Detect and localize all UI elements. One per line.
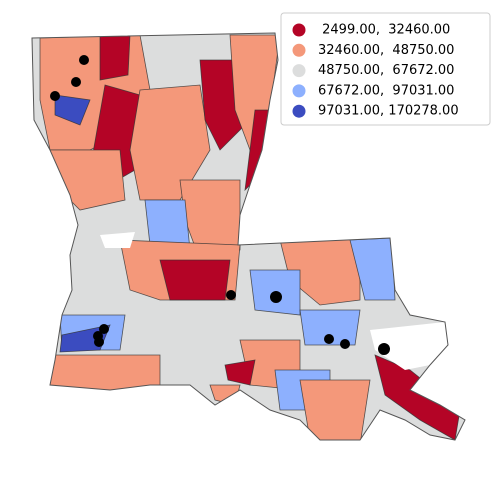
region xyxy=(299,309,361,346)
water xyxy=(370,322,448,370)
region xyxy=(374,354,461,440)
region xyxy=(54,94,91,126)
state-outline xyxy=(31,32,466,441)
legend-frame xyxy=(280,12,491,126)
city-marker xyxy=(94,337,104,347)
legend-swatch xyxy=(292,84,306,98)
legend-label: 48750.00, 67672.00 xyxy=(318,63,454,78)
legend: 2499.00, 32460.00 32460.00, 48750.00 48750… xyxy=(280,12,491,126)
city-marker xyxy=(270,291,282,303)
city-marker xyxy=(99,324,109,334)
region xyxy=(49,354,161,396)
legend-label: 97031.00, 170278.00 xyxy=(318,104,459,119)
legend-swatch xyxy=(292,43,306,57)
city-marker xyxy=(226,290,236,300)
region xyxy=(99,34,131,81)
legend-label: 2499.00, 32460.00 xyxy=(318,23,450,38)
region xyxy=(49,149,126,211)
region xyxy=(299,379,371,440)
city-marker xyxy=(71,77,81,87)
city-markers xyxy=(50,55,390,355)
water xyxy=(100,232,135,248)
region xyxy=(224,359,256,386)
legend-swatch xyxy=(292,23,306,37)
city-marker xyxy=(324,334,334,344)
city-marker xyxy=(378,343,390,355)
city-marker xyxy=(79,55,89,65)
region xyxy=(159,259,231,301)
legend-swatch xyxy=(292,104,306,118)
legend-label: 32460.00, 48750.00 xyxy=(318,43,454,58)
city-marker xyxy=(340,339,350,349)
city-marker xyxy=(50,91,60,101)
legend-swatch xyxy=(292,64,306,78)
legend-label: 67672.00, 97031.00 xyxy=(318,83,454,98)
